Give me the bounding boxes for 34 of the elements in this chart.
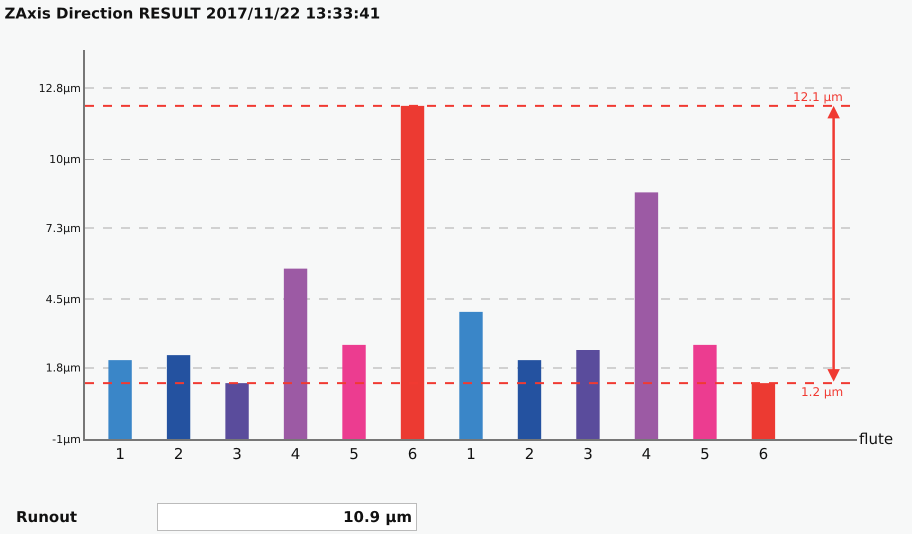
y-tick-label: 10µm <box>49 153 81 166</box>
bar <box>693 344 717 439</box>
text: Runout <box>16 508 78 526</box>
y-tick-label: -1µm <box>52 432 81 446</box>
bar <box>576 350 600 439</box>
x-tick-label: 1 <box>466 445 476 463</box>
bar <box>225 383 249 439</box>
text: 10.9 µm <box>343 508 412 526</box>
chart-title: ZAxis Direction RESULT 2017/11/22 13:33:41 <box>4 4 380 23</box>
x-tick-label: 3 <box>232 445 242 463</box>
bar <box>518 360 542 439</box>
bar <box>284 268 308 439</box>
bar <box>108 360 132 439</box>
x-tick-label: 1 <box>115 445 125 463</box>
x-tick-label: 5 <box>700 445 710 463</box>
x-tick-label: 3 <box>583 445 593 463</box>
x-tick-label: 2 <box>524 445 534 463</box>
y-tick-label: 7.3µm <box>46 222 81 235</box>
x-axis-title: flute <box>859 430 894 448</box>
bar <box>634 192 658 439</box>
y-tick-label: 4.5µm <box>46 293 81 306</box>
bar <box>166 355 190 439</box>
y-tick-label: 12.8µm <box>38 82 81 95</box>
bar <box>342 344 366 439</box>
ref-line-label: 1.2 µm <box>801 385 844 399</box>
x-tick-label: 5 <box>349 445 359 463</box>
bar <box>459 312 483 439</box>
y-tick-label: 1.8µm <box>46 362 81 375</box>
x-tick-label: 6 <box>758 445 768 463</box>
x-tick-label: 4 <box>290 445 300 463</box>
x-tick-label: 6 <box>408 445 418 463</box>
x-tick-label: 4 <box>642 445 652 463</box>
x-tick-label: 2 <box>174 445 184 463</box>
ref-line-label: 12.1 µm <box>793 90 843 104</box>
